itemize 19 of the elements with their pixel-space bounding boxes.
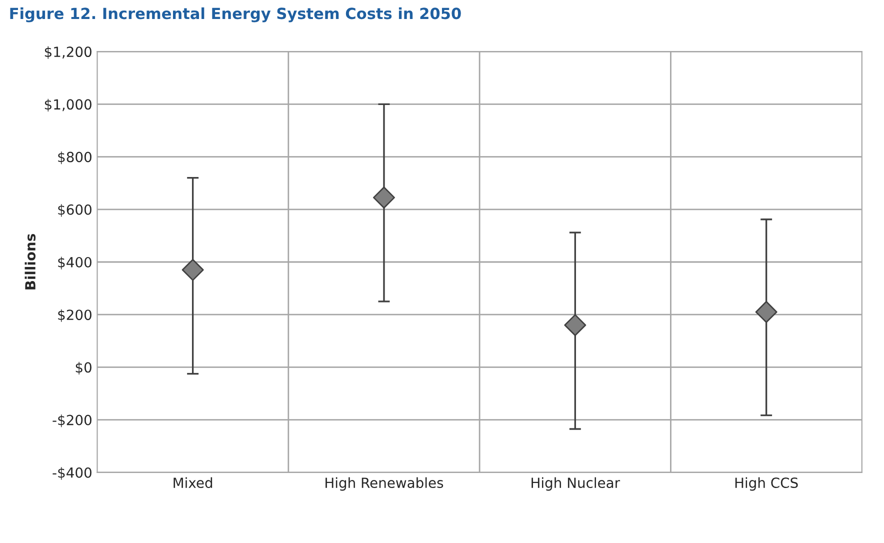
y-tick-label: -$200 (52, 414, 92, 428)
y-tick-label: $800 (58, 152, 92, 164)
y-axis-title: Billions (24, 234, 36, 290)
y-tick-label: $0 (76, 362, 92, 375)
point (182, 258, 204, 281)
y-tick-label: -$400 (52, 467, 92, 480)
x-tick-label: Mixed (174, 477, 212, 488)
y-tick-label: $400 (58, 256, 92, 270)
point (372, 186, 395, 209)
x-tick-label: High Nuclear (532, 477, 620, 491)
point (755, 300, 778, 323)
x-tick-label: High CCS (735, 477, 798, 491)
y-tick-label: $1,200 (44, 46, 92, 59)
x-tick-label: High Renewables (326, 477, 444, 491)
chart-title: Figure 12. Incremental Energy System Costs in 2050 (10, 7, 461, 22)
y-tick-label: $600 (58, 204, 92, 217)
y-tick-label: $1,000 (44, 98, 92, 112)
y-tick-label: $200 (58, 309, 92, 322)
point (564, 314, 586, 336)
